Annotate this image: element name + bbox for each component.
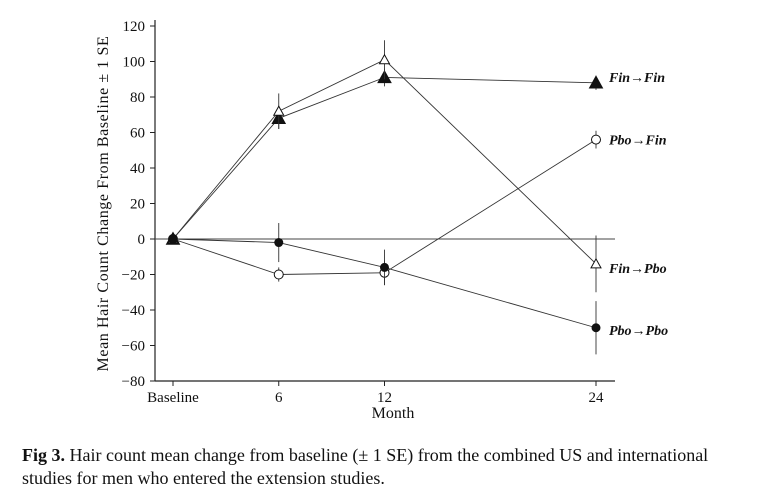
x-axis-title: Month [372,405,415,422]
caption-text: Hair count mean change from baseline (± … [22,445,709,488]
y-tick-label: 20 [130,197,145,213]
data-point [378,53,391,65]
data-point [272,105,285,116]
data-point [588,75,604,89]
y-tick-label: −80 [122,374,145,390]
x-tick-label: 6 [275,390,283,406]
line-chart: −80 −60 −40 −20 0 20 40 60 80 100 120 Baseline 6 12 24… [95,19,668,422]
data-point [274,238,284,248]
series-fin-fin: Fin→Fin [165,68,665,245]
y-tick-label: 80 [130,90,145,106]
caption-label: Fig 3. [22,445,65,465]
series-line [172,77,597,240]
y-tick-label: 0 [138,232,146,248]
series-pbo-pbo: Pbo→Pbo [168,223,668,355]
y-tick-label: 60 [130,126,145,142]
series-line [172,59,597,265]
data-point [273,269,284,280]
x-tick-label: 12 [377,390,392,406]
x-tick-label: 24 [589,390,605,406]
y-tick-label: 100 [123,55,146,71]
y-tick-label: 120 [123,19,146,35]
data-point [380,262,389,272]
figure-caption: Fig 3. Hair count mean change from basel… [22,444,752,490]
data-point [591,323,601,333]
data-point [591,134,601,145]
series-line [172,139,597,275]
y-tick-label: −20 [122,268,145,284]
series-fin-pbo: Fin→Pbo [167,40,667,293]
x-tick-label: Baseline [147,390,199,406]
y-axis-title: Mean Hair Count Change From Baseline ± 1… [95,36,112,372]
series-label-pbo-pbo: Pbo→Pbo [609,324,668,339]
y-tick-label: 40 [130,161,145,177]
series-line [172,238,597,329]
data-point [168,234,178,244]
data-point [590,257,602,269]
series-label-fin-pbo: Fin→Pbo [608,262,667,277]
series-label-pbo-fin: Pbo→Fin [609,134,667,149]
y-tick-label: −60 [122,339,145,355]
series-label-fin-fin: Fin→Fin [608,71,665,86]
y-tick-label: −40 [122,303,145,319]
